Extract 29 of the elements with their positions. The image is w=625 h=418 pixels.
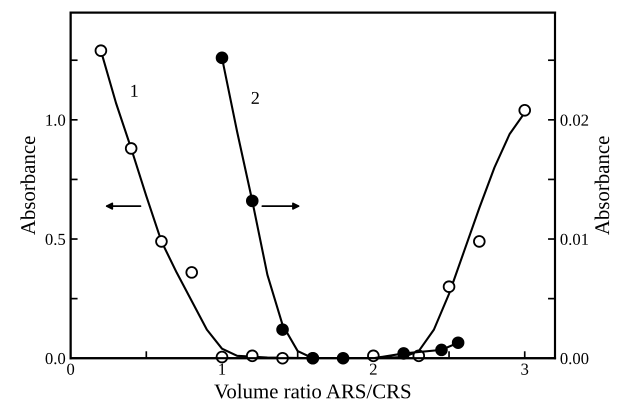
y-tick-label: 1.0 <box>46 114 66 126</box>
series-label: 2 <box>252 92 259 104</box>
x-axis-title: Volume ratio ARS/CRS <box>214 384 410 399</box>
point <box>94 44 108 57</box>
point <box>473 235 486 248</box>
point <box>276 323 289 336</box>
point <box>435 344 448 356</box>
x-tick-label: 3 <box>521 364 528 375</box>
point <box>124 142 138 155</box>
y-tick-label: 0.5 <box>46 234 66 246</box>
series-label: 1 <box>131 84 138 97</box>
y2-tick-label: 0.00 <box>560 352 588 364</box>
x-tick-label: 0 <box>67 364 74 375</box>
y2-axis-title: Absorbance <box>594 136 610 235</box>
y2-tick-label: 0.02 <box>560 114 588 126</box>
x-tick-label: 1 <box>219 364 226 375</box>
y-tick-label: 0.0 <box>46 352 66 364</box>
y-axis-title: Absorbance <box>20 136 36 235</box>
point <box>452 336 464 350</box>
point <box>155 235 168 248</box>
point <box>185 266 198 279</box>
point <box>246 194 259 208</box>
point <box>336 352 350 365</box>
point <box>216 52 228 64</box>
point <box>518 104 532 117</box>
y2-tick-label: 0.01 <box>560 234 588 246</box>
x-tick-label: 2 <box>370 364 377 375</box>
point <box>397 347 410 360</box>
point <box>442 280 456 293</box>
